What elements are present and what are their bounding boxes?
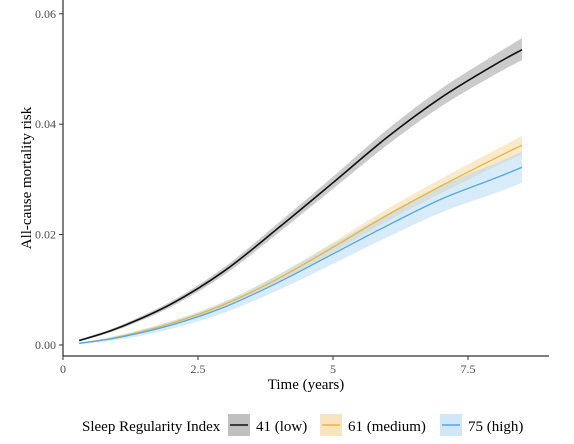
ci-band-series-3 bbox=[79, 151, 522, 344]
y-axis-title: All-cause mortality risk bbox=[19, 106, 35, 249]
legend-label-3: 75 (high) bbox=[468, 419, 523, 435]
x-axis-title: Time (years) bbox=[268, 377, 345, 393]
x-tick-label: 7.5 bbox=[461, 362, 476, 376]
legend-label-1: 41 (low) bbox=[256, 419, 307, 435]
y-tick-label: 0.02 bbox=[35, 228, 56, 242]
y-tick-label: 0.04 bbox=[35, 117, 56, 131]
x-tick-label: 2.5 bbox=[191, 362, 206, 376]
y-tick-label: 0.06 bbox=[35, 7, 56, 21]
x-tick-label: 5 bbox=[330, 362, 336, 376]
line-series-1 bbox=[78, 48, 523, 342]
x-tick-label: 0 bbox=[60, 362, 66, 376]
confidence-bands bbox=[79, 38, 522, 344]
y-tick-label: 0.00 bbox=[35, 338, 56, 352]
legend-label-2: 61 (medium) bbox=[348, 419, 426, 435]
ci-band-series-2 bbox=[79, 135, 522, 344]
legend: Sleep Regularity Index 41 (low) 61 (mediu… bbox=[82, 414, 523, 436]
line-series-2 bbox=[79, 144, 523, 344]
ci-band-series-1 bbox=[79, 38, 522, 342]
series-lines bbox=[78, 48, 523, 344]
ticks: 0 2.5 5 7.5 0.00 0.02 0.04 0.06 bbox=[35, 7, 476, 376]
legend-title: Sleep Regularity Index bbox=[82, 419, 221, 435]
line-series-3 bbox=[79, 166, 523, 344]
